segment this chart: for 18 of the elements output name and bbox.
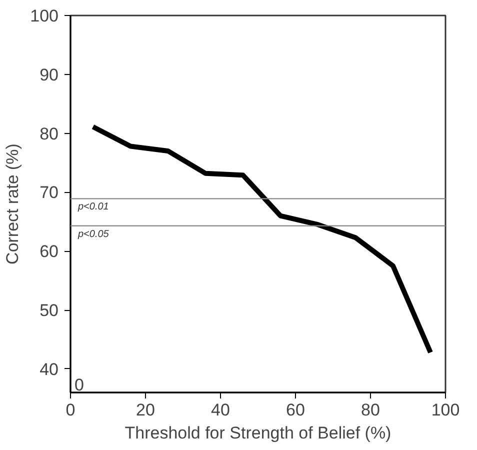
annotation: 0 <box>74 376 84 394</box>
y-tick-label: 40 <box>40 360 59 379</box>
x-tick-label: 60 <box>286 400 305 420</box>
ref-line-label: p<0.01 <box>77 202 109 213</box>
x-tick-label: 80 <box>361 400 380 420</box>
x-tick-label: 40 <box>211 400 230 420</box>
y-tick-label: 80 <box>40 124 59 144</box>
y-tick-label: 60 <box>40 242 59 262</box>
y-axis-title: Correct rate (%) <box>3 144 22 264</box>
y-tick-label: 90 <box>40 65 59 84</box>
x-tick-label: 0 <box>66 400 76 420</box>
y-tick-label: 100 <box>30 6 59 26</box>
x-tick-label: 20 <box>136 400 155 420</box>
ref-line-label: p<0.05 <box>77 228 110 240</box>
y-tick-label: 70 <box>40 183 59 202</box>
x-tick-label: 100 <box>431 400 460 420</box>
y-tick-label: 50 <box>40 301 59 320</box>
x-axis-title: Threshold for Strength of Belief (%) <box>124 424 392 442</box>
